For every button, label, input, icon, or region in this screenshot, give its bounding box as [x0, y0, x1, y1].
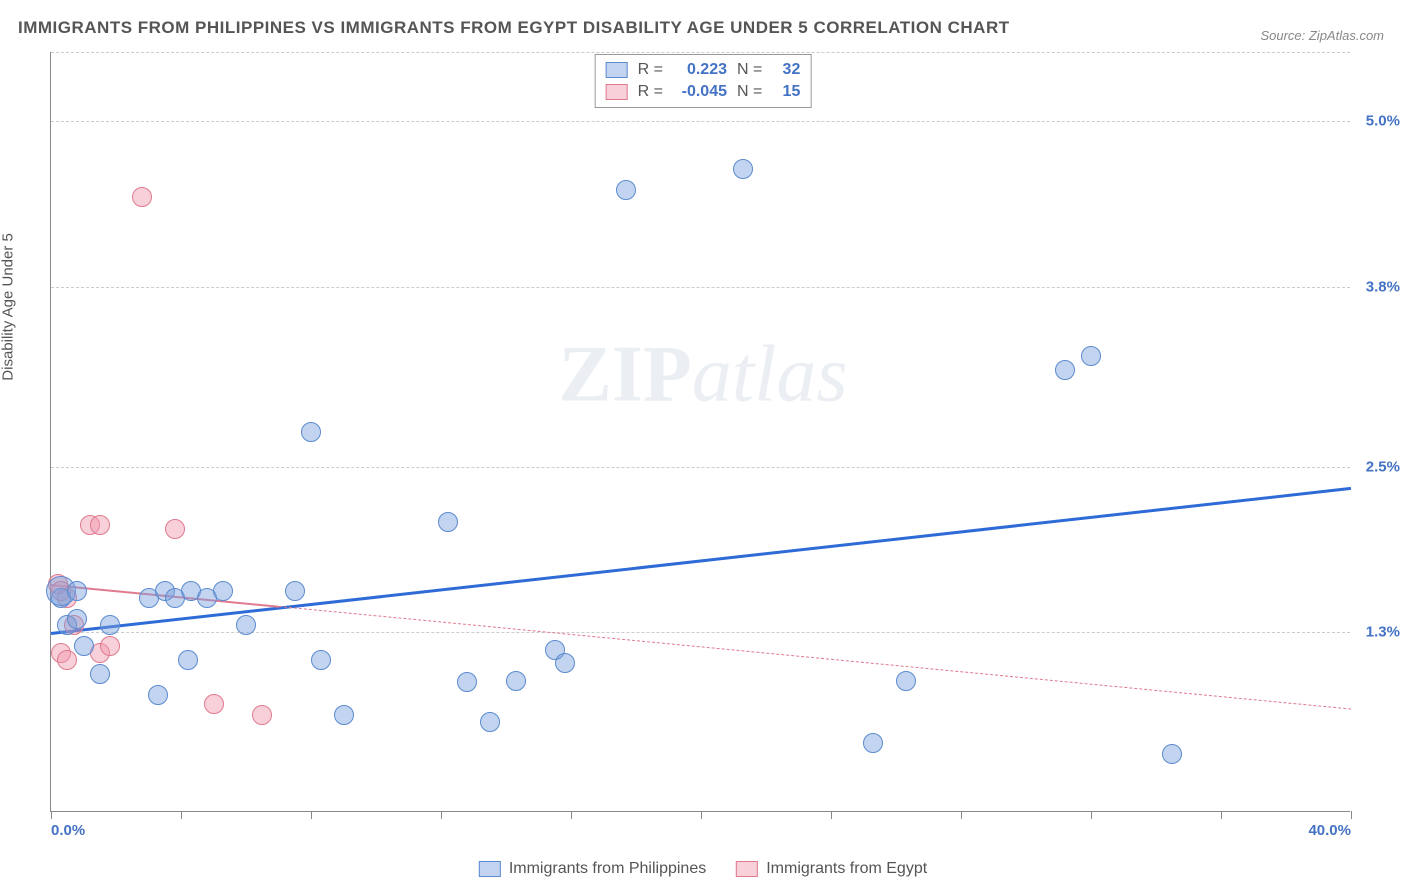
scatter-point	[301, 422, 321, 442]
x-tick-label: 40.0%	[1308, 822, 1351, 839]
y-tick-label: 3.8%	[1356, 278, 1400, 295]
legend-item: Immigrants from Philippines	[479, 860, 706, 878]
x-tick	[831, 811, 832, 819]
legend-row: R = -0.045 N = 15	[606, 81, 801, 103]
scatter-point	[1055, 360, 1075, 380]
x-tick	[311, 811, 312, 819]
x-tick	[1091, 811, 1092, 819]
scatter-point	[132, 187, 152, 207]
scatter-point	[555, 653, 575, 673]
source-attribution: Source: ZipAtlas.com	[1260, 28, 1384, 43]
legend-r-label: R =	[638, 83, 663, 101]
scatter-point	[100, 636, 120, 656]
legend-label: Immigrants from Philippines	[509, 860, 706, 878]
scatter-point	[1162, 744, 1182, 764]
gridline-h	[51, 121, 1350, 122]
legend-r-value: -0.045	[673, 83, 727, 101]
scatter-point	[733, 159, 753, 179]
scatter-point	[311, 650, 331, 670]
legend-n-value: 32	[772, 61, 800, 79]
x-tick	[1351, 811, 1352, 819]
chart-title: IMMIGRANTS FROM PHILIPPINES VS IMMIGRANT…	[18, 18, 1010, 38]
legend-row: R = 0.223 N = 32	[606, 59, 801, 81]
scatter-point	[616, 180, 636, 200]
scatter-point	[57, 650, 77, 670]
scatter-point	[213, 581, 233, 601]
scatter-point	[438, 512, 458, 532]
legend-r-label: R =	[638, 61, 663, 79]
gridline-h	[51, 467, 1350, 468]
scatter-point	[178, 650, 198, 670]
x-tick-label: 0.0%	[51, 822, 85, 839]
legend-swatch	[606, 62, 628, 78]
gridline-h	[51, 52, 1350, 53]
scatter-point	[896, 671, 916, 691]
scatter-point	[67, 609, 87, 629]
scatter-point	[165, 519, 185, 539]
legend-swatch	[736, 861, 758, 877]
x-tick	[1221, 811, 1222, 819]
scatter-point	[506, 671, 526, 691]
trend-line	[51, 487, 1351, 635]
legend-correlation: R = 0.223 N = 32 R = -0.045 N = 15	[595, 54, 812, 108]
legend-r-value: 0.223	[673, 61, 727, 79]
scatter-point	[480, 712, 500, 732]
scatter-point	[457, 672, 477, 692]
x-tick	[181, 811, 182, 819]
scatter-point	[148, 685, 168, 705]
scatter-point	[334, 705, 354, 725]
x-tick	[51, 811, 52, 819]
x-tick	[701, 811, 702, 819]
legend-n-value: 15	[772, 83, 800, 101]
trend-line	[278, 606, 1351, 710]
legend-label: Immigrants from Egypt	[766, 860, 927, 878]
scatter-point	[204, 694, 224, 714]
scatter-point	[74, 636, 94, 656]
scatter-point	[90, 515, 110, 535]
x-tick	[961, 811, 962, 819]
legend-swatch	[606, 84, 628, 100]
scatter-point	[285, 581, 305, 601]
scatter-point	[863, 733, 883, 753]
x-tick	[571, 811, 572, 819]
legend-n-label: N =	[737, 61, 762, 79]
legend-n-label: N =	[737, 83, 762, 101]
legend-swatch	[479, 861, 501, 877]
y-axis-label: Disability Age Under 5	[0, 233, 17, 381]
scatter-point	[67, 581, 87, 601]
legend-item: Immigrants from Egypt	[736, 860, 927, 878]
x-tick	[441, 811, 442, 819]
gridline-h	[51, 287, 1350, 288]
y-tick-label: 2.5%	[1356, 458, 1400, 475]
scatter-point	[252, 705, 272, 725]
scatter-point	[236, 615, 256, 635]
scatter-point	[90, 664, 110, 684]
y-tick-label: 1.3%	[1356, 624, 1400, 641]
legend-series: Immigrants from Philippines Immigrants fr…	[479, 860, 927, 878]
scatter-point	[1081, 346, 1101, 366]
plot-area: 1.3%2.5%3.8%5.0%0.0%40.0%	[50, 52, 1350, 812]
y-tick-label: 5.0%	[1356, 113, 1400, 130]
scatter-point	[100, 615, 120, 635]
